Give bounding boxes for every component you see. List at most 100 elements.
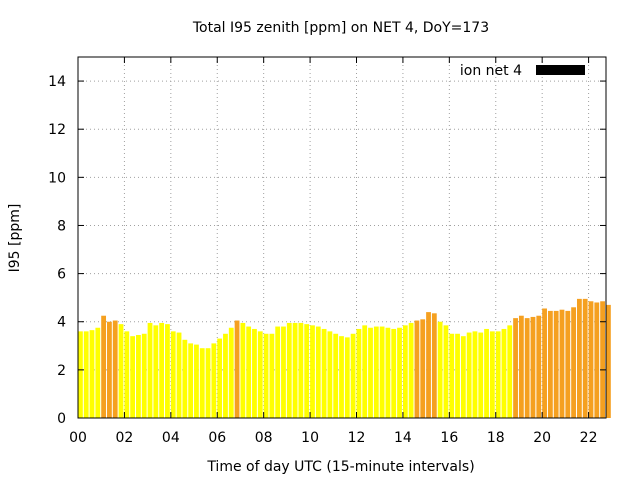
x-axis-label: Time of day UTC (15-minute intervals) (206, 459, 474, 475)
y-tick-label: 12 (48, 122, 66, 138)
bar (420, 319, 426, 418)
bar (426, 312, 431, 418)
bar (141, 333, 147, 418)
y-tick-label: 6 (57, 267, 66, 283)
bar (588, 301, 594, 418)
bar (118, 324, 124, 418)
bar (518, 315, 524, 418)
bar (217, 338, 223, 418)
bar (228, 327, 234, 418)
bar (472, 331, 478, 418)
x-tick-label: 10 (301, 430, 319, 446)
x-tick-label: 14 (394, 430, 412, 446)
bar (455, 333, 460, 418)
bar (507, 325, 513, 418)
x-tick-label: 18 (487, 430, 505, 446)
bar (408, 322, 414, 418)
bar (565, 310, 571, 418)
legend: ion net 4 (460, 63, 585, 79)
bar (176, 332, 182, 418)
bar (339, 336, 344, 418)
bar (495, 331, 501, 418)
bar (582, 298, 588, 418)
x-tick-label: 20 (533, 430, 551, 446)
bar (373, 326, 379, 418)
y-tick-label: 14 (48, 74, 66, 90)
bar (501, 328, 507, 418)
x-tick-label: 04 (162, 430, 180, 446)
bar (95, 327, 101, 418)
bar (315, 326, 321, 418)
x-tick-label: 16 (440, 430, 458, 446)
bar (246, 326, 252, 418)
x-tick-label: 06 (208, 430, 226, 446)
bar (107, 321, 112, 418)
bar (234, 320, 240, 418)
bar (124, 331, 130, 418)
bar (344, 337, 350, 418)
bar (437, 321, 443, 418)
bar (379, 326, 385, 418)
chart-title: Total I95 zenith [ppm] on NET 4, DoY=173 (192, 20, 489, 36)
bar (513, 318, 518, 418)
bar (194, 344, 199, 418)
y-tick-label: 8 (57, 218, 66, 234)
bar (83, 331, 89, 418)
bar (606, 304, 611, 418)
bar (350, 333, 356, 418)
bar (199, 348, 205, 418)
bar (547, 310, 553, 418)
bar (136, 334, 141, 418)
legend-swatch (536, 65, 585, 75)
bar (78, 331, 83, 418)
y-tick-label: 4 (57, 315, 66, 331)
bar (321, 328, 327, 418)
bar (536, 315, 542, 418)
x-tick-label: 02 (116, 430, 134, 446)
bar (310, 325, 315, 418)
bar (292, 322, 298, 418)
bars (78, 298, 611, 418)
y-axis-label: I95 [ppm] (7, 204, 23, 273)
bar (165, 324, 170, 418)
bar (559, 309, 565, 418)
bar (153, 325, 159, 418)
bar (269, 333, 275, 418)
bar (257, 331, 263, 418)
bar (327, 331, 333, 418)
bar (576, 298, 582, 418)
x-tick-label: 08 (255, 430, 273, 446)
bar (385, 327, 391, 418)
bar (159, 322, 165, 418)
plot-frame (77, 56, 607, 419)
bar (263, 333, 269, 418)
bar (281, 326, 286, 418)
bar (182, 339, 188, 418)
y-tick-labels: 0 2 4 6 8 10 12 14 (48, 74, 66, 427)
bar (397, 327, 402, 418)
bar (449, 333, 455, 418)
bar (112, 320, 118, 418)
bar (252, 328, 257, 418)
bar (391, 328, 397, 418)
bar (553, 310, 559, 418)
y-tick-label: 2 (57, 363, 66, 379)
bar (333, 333, 339, 418)
bar (223, 333, 228, 418)
bar (600, 301, 605, 418)
bar (298, 322, 304, 418)
bar (205, 348, 211, 418)
bar (368, 327, 373, 418)
bar (240, 322, 246, 418)
bar (414, 320, 420, 418)
x-tick-label: 00 (69, 430, 87, 446)
x-tick-label: 22 (580, 430, 598, 446)
bar (489, 331, 495, 418)
bar (147, 322, 153, 418)
bar (211, 343, 217, 418)
bar (530, 316, 536, 418)
bar (188, 343, 194, 418)
bar (304, 324, 310, 418)
bar (362, 325, 368, 418)
